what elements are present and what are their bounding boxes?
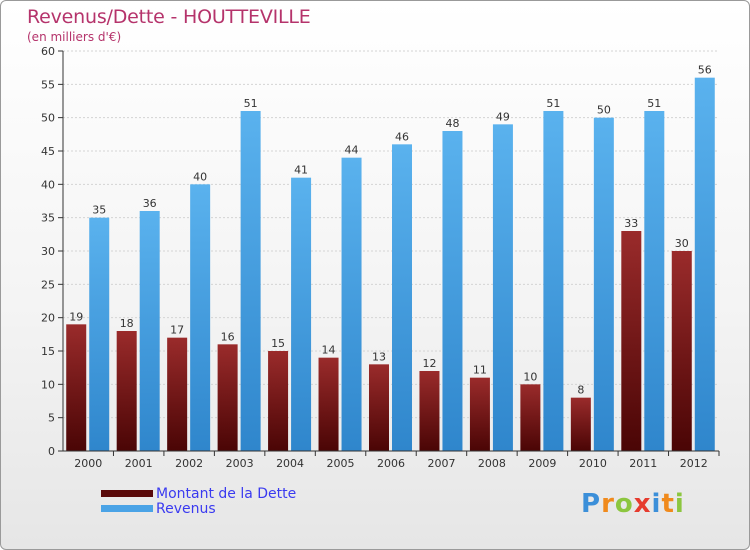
data-label-revenus: 51 <box>647 97 661 110</box>
data-label-dette: 10 <box>523 370 537 383</box>
y-tick-label: 40 <box>41 178 55 191</box>
bar-dette <box>66 324 87 451</box>
logo-letter: r <box>601 489 615 519</box>
y-tick-label: 25 <box>41 278 55 291</box>
data-label-dette: 14 <box>322 344 336 357</box>
y-tick-label: 35 <box>41 212 55 225</box>
chart-subtitle: (en milliers d'€) <box>27 30 122 44</box>
x-tick-label: 2002 <box>175 457 203 470</box>
bar-revenus <box>139 211 160 451</box>
x-tick-label: 2003 <box>226 457 254 470</box>
y-tick-label: 0 <box>48 445 55 458</box>
data-label-revenus: 51 <box>244 97 258 110</box>
data-label-dette: 33 <box>624 217 638 230</box>
chart-title: Revenus/Dette - HOUTTEVILLE <box>27 6 311 28</box>
y-tick-label: 20 <box>41 312 55 325</box>
bar-revenus <box>593 117 614 452</box>
bar-dette <box>167 337 188 451</box>
bar-revenus <box>190 184 211 452</box>
data-label-revenus: 49 <box>496 110 510 123</box>
logo-letter: x <box>633 489 652 519</box>
x-tick-label: 2009 <box>528 457 556 470</box>
data-label-dette: 30 <box>675 237 689 250</box>
y-tick-label: 5 <box>48 412 55 425</box>
bar-revenus <box>442 131 463 451</box>
bar-revenus <box>543 111 564 451</box>
x-tick-label: 2001 <box>125 457 153 470</box>
data-label-dette: 8 <box>577 384 584 397</box>
x-tick-label: 2006 <box>377 457 405 470</box>
bar-dette <box>419 371 440 451</box>
bar-dette <box>116 331 137 451</box>
data-label-dette: 18 <box>120 317 134 330</box>
data-label-dette: 15 <box>271 337 285 350</box>
data-label-dette: 19 <box>69 310 83 323</box>
y-tick-label: 60 <box>41 45 55 58</box>
data-label-revenus: 50 <box>597 104 611 117</box>
data-label-revenus: 48 <box>445 117 459 130</box>
data-label-revenus: 51 <box>546 97 560 110</box>
bar-revenus <box>240 111 261 451</box>
data-label-dette: 16 <box>221 330 235 343</box>
logo-letter: P <box>581 489 602 519</box>
legend-label-revenus: Revenus <box>156 501 216 517</box>
x-tick-label: 2005 <box>327 457 355 470</box>
legend-swatch-revenus <box>101 505 153 512</box>
proxiti-logo: Proxiti <box>581 489 685 519</box>
bar-revenus <box>492 124 513 451</box>
data-label-revenus: 56 <box>698 64 712 77</box>
bar-revenus <box>89 217 110 451</box>
bar-dette <box>318 357 339 451</box>
bar-dette <box>469 377 490 451</box>
data-label-revenus: 41 <box>294 164 308 177</box>
data-label-dette: 13 <box>372 350 386 363</box>
logo-letter: i <box>674 489 685 519</box>
x-tick-label: 2007 <box>427 457 455 470</box>
y-tick-label: 10 <box>41 378 55 391</box>
bar-dette <box>671 251 692 451</box>
logo-letter: i <box>651 489 662 519</box>
x-tick-label: 2008 <box>478 457 506 470</box>
data-label-dette: 17 <box>170 324 184 337</box>
y-tick-label: 45 <box>41 145 55 158</box>
y-tick-label: 15 <box>41 345 55 358</box>
x-tick-label: 2004 <box>276 457 304 470</box>
x-tick-label: 2000 <box>74 457 102 470</box>
bar-revenus <box>291 177 312 451</box>
y-tick-label: 30 <box>41 245 55 258</box>
bar-revenus <box>392 144 412 452</box>
data-label-dette: 11 <box>473 364 487 377</box>
bar-dette <box>369 364 389 451</box>
x-tick-label: 2011 <box>629 457 657 470</box>
bar-dette <box>570 397 591 451</box>
data-label-revenus: 40 <box>193 170 207 183</box>
legend-label-dette: Montant de la Dette <box>156 486 297 502</box>
data-label-revenus: 36 <box>143 197 157 210</box>
bar-dette <box>268 351 289 451</box>
y-tick-label: 50 <box>41 112 55 125</box>
bar-revenus <box>341 157 362 451</box>
x-tick-label: 2012 <box>680 457 708 470</box>
bar-dette <box>217 344 238 451</box>
logo-letter: t <box>661 489 675 519</box>
data-label-dette: 12 <box>422 357 436 370</box>
logo-letter: o <box>614 489 634 519</box>
bar-revenus <box>644 111 665 451</box>
data-label-revenus: 44 <box>345 144 359 157</box>
y-tick-label: 55 <box>41 78 55 91</box>
bar-revenus <box>694 77 715 452</box>
data-label-revenus: 35 <box>92 204 106 217</box>
legend-swatch-dette <box>101 490 153 497</box>
data-label-revenus: 46 <box>395 130 409 143</box>
bar-dette <box>520 384 541 451</box>
x-tick-label: 2010 <box>579 457 607 470</box>
bar-dette <box>621 231 642 451</box>
